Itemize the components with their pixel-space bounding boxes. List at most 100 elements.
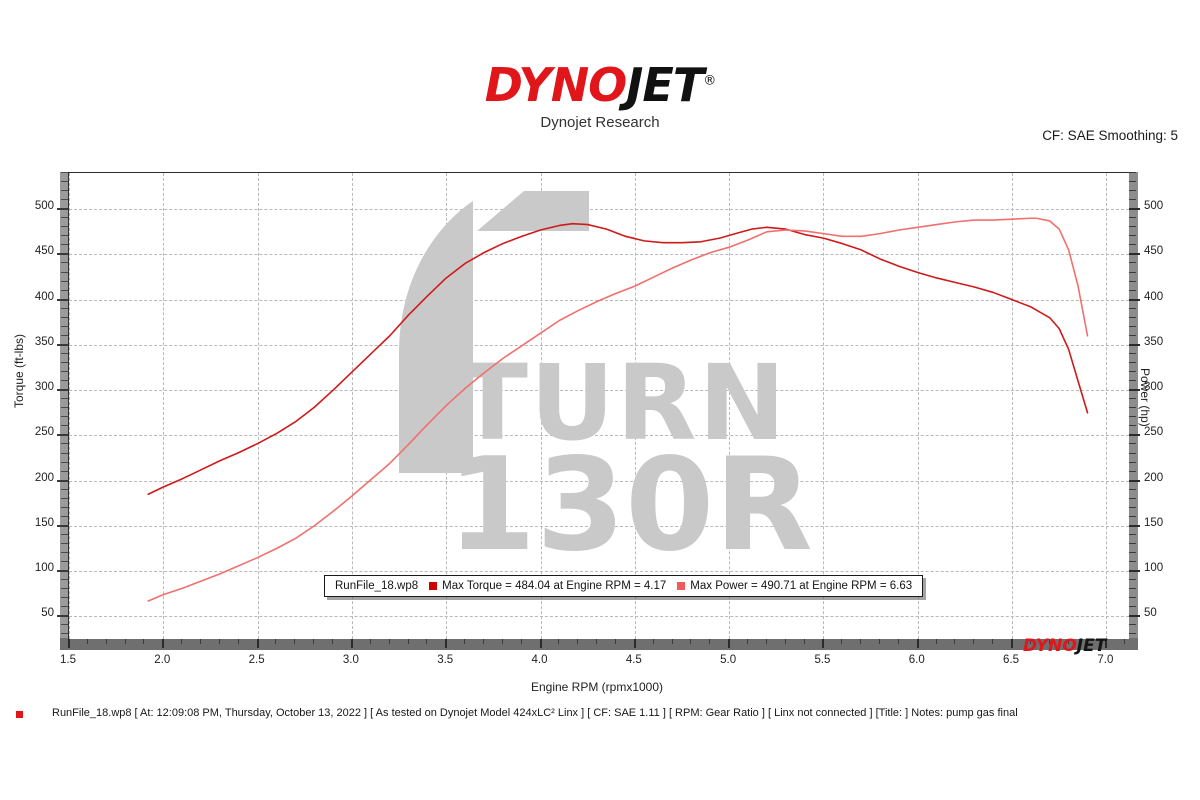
y-tick-major <box>57 524 68 527</box>
y-tick-right-minor <box>1128 588 1136 590</box>
y-tick-right-minor <box>1128 199 1136 201</box>
y-tick-right-minor <box>1128 633 1136 635</box>
y-tick-minor <box>61 506 68 508</box>
x-tick-minor <box>124 638 126 644</box>
x-tick-minor <box>482 638 484 644</box>
y-tick-right-minor <box>1128 407 1136 409</box>
y-tick-minor <box>61 588 68 590</box>
x-tick-minor <box>690 638 692 644</box>
run-marker-icon <box>16 711 23 718</box>
y-tick-right-minor <box>1128 416 1136 418</box>
y-tick-right-minor <box>1128 561 1136 563</box>
logo-dyno-text: DYNO <box>484 58 628 112</box>
y-tick-minor <box>61 307 68 309</box>
dyno-curves <box>147 217 1089 602</box>
x-tick-minor <box>614 638 616 644</box>
y-tick-right-minor <box>1128 624 1136 626</box>
x-axis-bar <box>60 638 1138 650</box>
x-tick-minor <box>558 638 560 644</box>
y-tick-minor <box>61 352 68 354</box>
dynojet-logo: DYNOJET® <box>485 62 716 108</box>
x-tick-minor <box>784 638 786 644</box>
y-tick-minor <box>61 190 68 192</box>
y-tick-right-minor <box>1128 452 1136 454</box>
y-tick-major <box>57 343 68 346</box>
y-tick-minor <box>61 217 68 219</box>
x-tick-major <box>162 638 165 648</box>
y-tick-minor <box>61 497 68 499</box>
x-tick-minor <box>954 638 956 644</box>
x-tick-minor <box>200 638 202 644</box>
x-tick-minor <box>1067 638 1069 644</box>
y-tick-minor <box>61 226 68 228</box>
plot-area[interactable]: TURN 130R RunFile_18.wp8 Max Torque = 48… <box>68 172 1129 639</box>
y-tick-right-minor <box>1128 181 1136 183</box>
y-tick-minor <box>61 289 68 291</box>
mini-logo-dyno-text: DYNO <box>1023 636 1077 656</box>
y-tick-right-minor <box>1128 362 1136 364</box>
y-axis-left-bar <box>60 172 68 638</box>
x-tick-major <box>445 638 448 648</box>
y-tick-minor <box>61 280 68 282</box>
y-axis-left-label: 150 <box>34 516 54 529</box>
y-tick-minor <box>61 633 68 635</box>
y-tick-right-minor <box>1128 488 1136 490</box>
y-tick-major <box>57 389 68 392</box>
y-axis-left-label: 450 <box>34 245 54 258</box>
y-tick-right-minor <box>1128 217 1136 219</box>
x-axis-label: 6.5 <box>1003 654 1020 666</box>
y-tick-right-minor <box>1128 461 1136 463</box>
y-tick-minor <box>61 334 68 336</box>
y-tick-minor <box>61 624 68 626</box>
y-tick-right-minor <box>1128 352 1136 354</box>
y-tick-right-major <box>1128 389 1140 392</box>
x-tick-major <box>350 638 353 648</box>
mini-logo-jet-text: JET <box>1076 636 1107 656</box>
x-axis-label: 6.0 <box>908 654 925 666</box>
x-tick-minor <box>294 638 296 644</box>
x-tick-minor <box>935 638 937 644</box>
y-axis-left-label: 400 <box>34 290 54 303</box>
registered-trademark-icon: ® <box>703 73 716 89</box>
x-tick-minor <box>671 638 673 644</box>
x-tick-minor <box>105 638 107 644</box>
x-tick-minor <box>332 638 334 644</box>
legend-max-torque: Max Torque = 484.04 at Engine RPM = 4.17 <box>429 580 666 592</box>
y-tick-major <box>57 208 68 211</box>
x-tick-minor <box>879 638 881 644</box>
y-tick-right-minor <box>1128 271 1136 273</box>
y-tick-minor <box>61 552 68 554</box>
x-tick-minor <box>709 638 711 644</box>
y-axis-right-label: 350 <box>1144 335 1164 348</box>
y-tick-right-minor <box>1128 371 1136 373</box>
y-tick-right-minor <box>1128 226 1136 228</box>
x-tick-major <box>728 638 731 648</box>
x-axis-label: 7.0 <box>1097 654 1114 666</box>
y-tick-minor <box>61 371 68 373</box>
y-tick-minor <box>61 316 68 318</box>
x-tick-minor <box>237 638 239 644</box>
y-tick-minor <box>61 271 68 273</box>
x-tick-minor <box>313 638 315 644</box>
y-tick-right-minor <box>1128 542 1136 544</box>
y-tick-major <box>57 479 68 482</box>
legend-runfile: RunFile_18.wp8 <box>335 580 418 592</box>
x-tick-minor <box>86 638 88 644</box>
y-tick-right-minor <box>1128 515 1136 517</box>
y-tick-right-minor <box>1128 425 1136 427</box>
y-tick-right-major <box>1128 524 1140 527</box>
y-tick-right-major <box>1128 298 1140 301</box>
y-tick-right-minor <box>1128 244 1136 246</box>
x-tick-minor <box>747 638 748 644</box>
y-tick-major <box>57 570 68 573</box>
y-axis-right-bar <box>1128 172 1138 650</box>
y-axis-right-label: 200 <box>1144 471 1164 484</box>
y-tick-right-minor <box>1128 334 1136 336</box>
y-tick-minor <box>61 533 68 535</box>
y-tick-minor <box>61 235 68 237</box>
y-tick-right-minor <box>1128 552 1136 554</box>
y-axis-right-label: 150 <box>1144 516 1164 529</box>
y-tick-major <box>57 615 68 618</box>
y-tick-right-minor <box>1128 398 1136 400</box>
x-tick-minor <box>897 638 899 644</box>
